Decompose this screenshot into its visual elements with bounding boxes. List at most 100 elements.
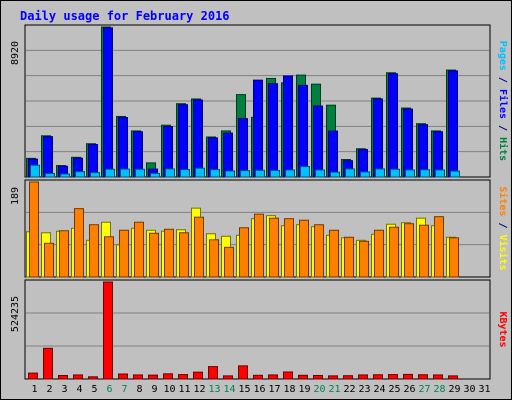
bar [345,168,355,178]
bar [390,168,400,178]
x-tick-label: 6 [106,384,112,395]
bar [375,168,385,178]
bar [210,169,220,178]
bar [298,84,308,178]
bar [240,170,250,178]
bar [193,99,203,178]
bar [359,240,369,278]
bar [448,70,458,178]
bar [270,169,280,178]
x-tick-label: 1 [31,384,37,395]
x-tick-label: 3 [61,384,67,395]
bar [223,375,233,380]
bar [254,213,264,278]
bar [328,375,338,380]
bar [373,374,383,380]
bar [223,132,233,178]
bar [403,373,413,380]
bar [328,130,338,178]
x-tick-label: 28 [433,384,445,395]
x-tick-label: 17 [268,384,280,395]
bar [74,208,84,278]
x-tick-label: 27 [418,384,430,395]
bar [435,169,445,178]
bar [285,169,295,178]
bar [134,221,144,278]
bar [30,164,40,178]
x-tick-label: 21 [328,384,340,395]
bar [44,242,54,278]
bar [420,169,430,178]
bar [224,246,234,278]
bar [60,173,70,178]
bar [313,105,323,178]
x-tick-label: 4 [76,384,82,395]
x-tick-label: 11 [178,384,190,395]
bar [29,181,39,278]
bar [75,171,85,178]
x-tick-label: 26 [403,384,415,395]
bar [343,375,353,380]
bar [434,216,444,278]
bar [150,172,160,178]
bar [103,281,113,380]
bar [43,136,53,178]
bar [330,171,340,178]
plots: 8920 Pages / Files / Hits 189 Sites / Visit… [10,24,509,380]
bar [329,229,339,278]
series-legend: Sites / Visits [497,186,509,270]
x-tick-label: 5 [91,384,97,395]
legend-part: Pages [497,41,508,71]
bar [268,374,278,380]
bar [374,229,384,278]
panel-1: 8920 Pages / Files / Hits [10,24,509,178]
bar [388,374,398,380]
bar [194,216,204,278]
y-max-label: 524235 [10,296,21,332]
bar [253,374,263,380]
bar [165,168,175,178]
chart-title: Daily usage for February 2016 [20,9,230,23]
bar [314,224,324,278]
bar [283,75,293,178]
bar [344,236,354,278]
bar [313,374,323,380]
bar [103,27,113,178]
bar [373,98,383,178]
bar [283,371,293,380]
bar [28,372,38,380]
bar [388,73,398,178]
x-tick-label: 12 [193,384,205,395]
legend-part: KBytes [497,311,508,347]
x-tick-label: 25 [388,384,400,395]
bar [179,232,189,278]
bar [358,374,368,380]
bar [120,168,130,178]
bar [43,347,53,380]
legend-part: / [497,216,508,234]
x-tick-label: 14 [223,384,235,395]
bar [208,366,218,380]
x-tick-label: 15 [238,384,250,395]
legend-part: Visits [497,235,509,271]
x-tick-label: 24 [373,384,385,395]
panel-frame [24,279,491,380]
bar [433,374,443,380]
bar [133,374,143,380]
x-tick-label: 13 [208,384,220,395]
bar [119,229,129,278]
x-tick-label: 9 [151,384,157,395]
bar [419,224,429,278]
x-tick-label: 18 [283,384,295,395]
bar [239,227,249,278]
bar [118,373,128,380]
bar [238,118,248,178]
bar [405,169,415,178]
bar [178,374,188,380]
bar [418,124,428,178]
bar [360,171,370,178]
bar [105,168,115,178]
bar [209,239,219,278]
bar [195,167,205,178]
legend-part: / [497,119,508,137]
